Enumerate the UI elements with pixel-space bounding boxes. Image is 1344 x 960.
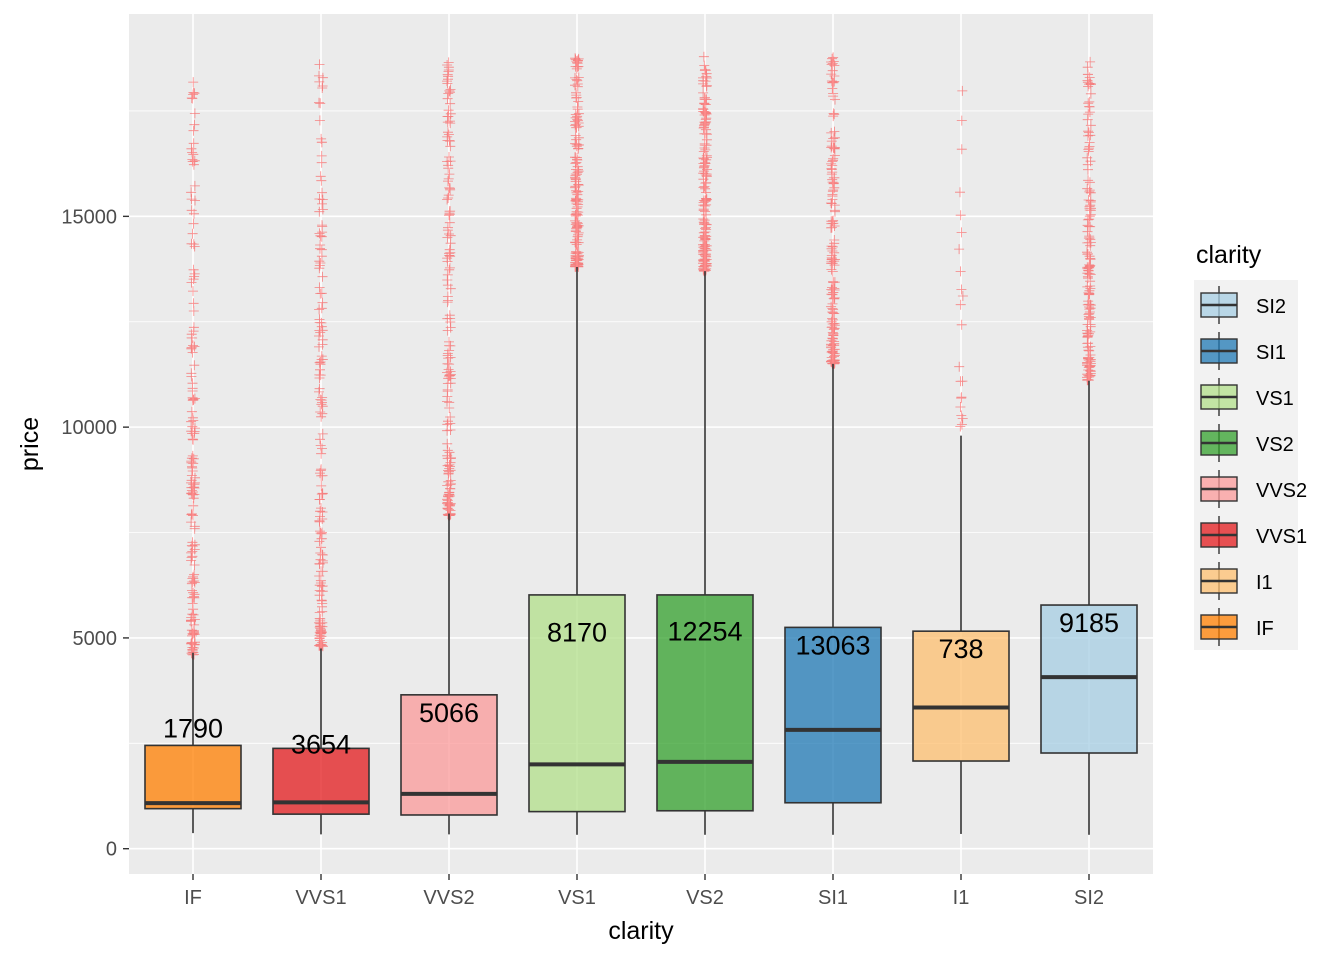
x-axis-title: clarity: [608, 917, 674, 945]
legend-label: VVS2: [1256, 480, 1307, 502]
iqr-box: [912, 630, 1010, 762]
box-vs1: [528, 266, 626, 835]
outlier-markers-i1: [954, 85, 968, 432]
outlier-markers-if: [186, 77, 200, 660]
x-tick-label: SI1: [818, 887, 848, 909]
legend-title: clarity: [1196, 241, 1262, 269]
count-label-vvs2: 5066: [419, 698, 479, 728]
count-label-vs1: 8170: [547, 618, 607, 648]
box-si2: [1040, 380, 1138, 835]
legend-item-vvs1: VVS1: [1198, 515, 1307, 555]
legend-label: SI1: [1256, 342, 1286, 364]
legend-item-if: IF: [1198, 607, 1274, 647]
boxes: [144, 266, 1138, 835]
count-label-si2: 9185: [1059, 608, 1119, 638]
outlier-markers-si1: [826, 52, 840, 369]
box-si1: [784, 363, 882, 835]
x-tick-label: VVS1: [295, 887, 346, 909]
y-axis: 0 5000 10000 15000: [61, 206, 129, 861]
box-if: [144, 652, 242, 834]
box-i1: [912, 435, 1010, 834]
legend-item-si1: SI1: [1198, 331, 1286, 371]
outlier-markers-si2: [1082, 56, 1096, 386]
x-tick-label: VS1: [558, 887, 596, 909]
iqr-box: [144, 744, 242, 810]
legend-label: IF: [1256, 618, 1274, 640]
y-tick-label: 5000: [73, 628, 118, 650]
x-tick-label: I1: [953, 887, 970, 909]
count-label-si1: 13063: [795, 630, 870, 660]
box-vvs2: [400, 513, 498, 835]
iqr-box: [528, 594, 626, 813]
y-tick-label: 0: [106, 839, 117, 861]
outlier-markers-vs2: [698, 51, 712, 277]
legend-item-i1: I1: [1198, 561, 1273, 601]
legend-items: SI2 SI1 VS1 VS2 VVS2 VVS1 I1 IF: [1198, 285, 1307, 647]
x-tick-label: VVS2: [423, 887, 474, 909]
x-tick-label: IF: [184, 887, 202, 909]
y-axis-title: price: [16, 417, 44, 471]
legend-label: VVS1: [1256, 526, 1307, 548]
iqr-box: [656, 594, 754, 812]
legend-label: VS1: [1256, 388, 1294, 410]
count-label-vvs1: 3654: [291, 729, 351, 759]
outlier-markers-vvs2: [442, 57, 456, 521]
y-tick-label: 10000: [61, 417, 117, 439]
legend-item-vvs2: VVS2: [1198, 469, 1307, 509]
outlier-markers-vs1: [570, 53, 584, 272]
box-vs2: [656, 271, 754, 835]
legend-item-vs1: VS1: [1198, 377, 1294, 417]
legend-label: SI2: [1256, 296, 1286, 318]
legend-item-vs2: VS2: [1198, 423, 1294, 463]
count-label-if: 1790: [163, 713, 223, 743]
outlier-markers-vvs1: [314, 59, 328, 652]
count-labels: 1790 3654 5066 8170 12254 13063 738 9185: [163, 608, 1119, 759]
count-label-i1: 738: [938, 634, 983, 664]
box-vvs1: [272, 648, 370, 835]
outlier-points: [186, 51, 1096, 660]
x-tick-label: VS2: [686, 887, 724, 909]
count-label-vs2: 12254: [667, 617, 742, 647]
legend-label: VS2: [1256, 434, 1294, 456]
x-axis: IF VVS1 VVS2 VS1 VS2 SI1 I1 SI2: [184, 874, 1104, 909]
y-tick-label: 15000: [61, 206, 117, 228]
legend-label: I1: [1256, 572, 1273, 594]
x-tick-label: SI2: [1074, 887, 1104, 909]
legend: clarity SI2 SI1 VS1 VS2 VVS2 VVS1 I1 IF: [1194, 241, 1307, 650]
legend-item-si2: SI2: [1198, 285, 1286, 325]
iqr-box: [784, 626, 882, 804]
